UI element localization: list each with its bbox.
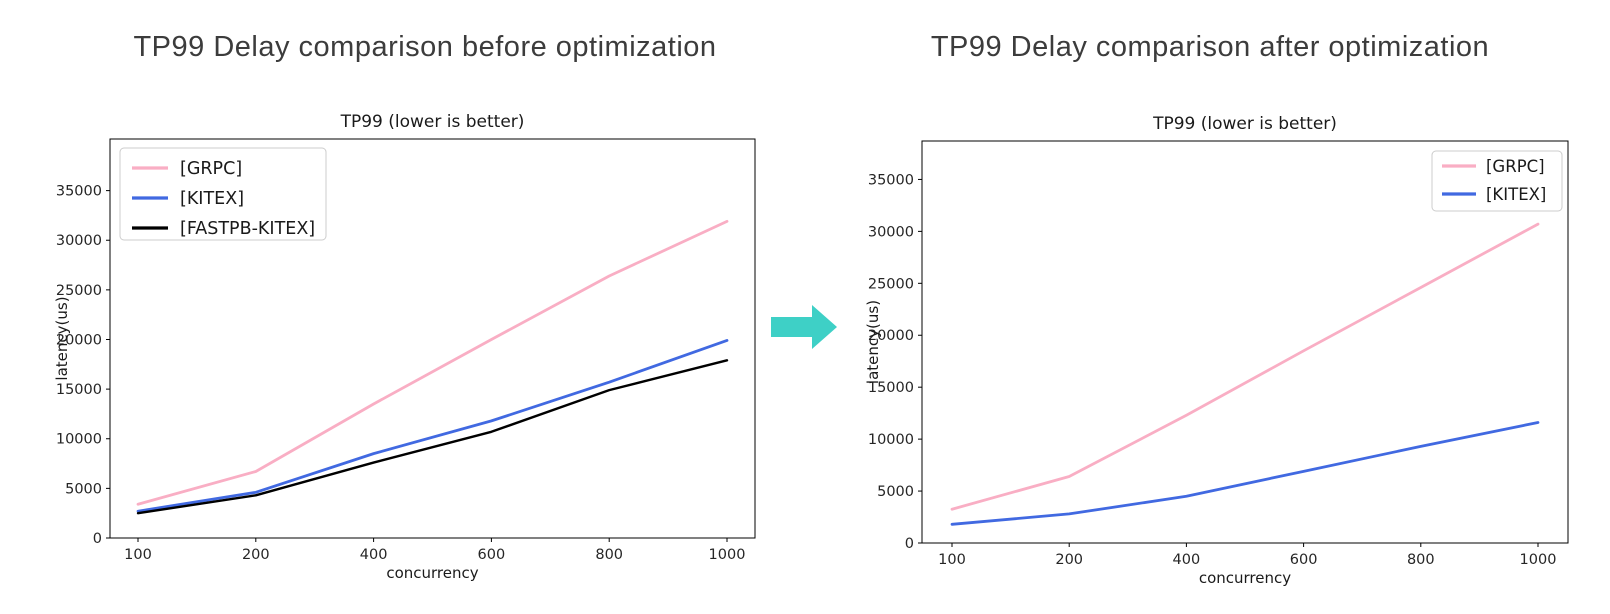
series-line-kitex [136,339,729,513]
series-line-grpc [950,222,1540,511]
y-axis-label: latency(us) [864,300,882,384]
x-tick-label: 200 [242,547,270,563]
x-axis-label: concurrency [386,564,478,582]
y-tick-label: 0 [905,536,914,552]
y-tick-label: 25000 [56,283,102,299]
after-heading: TP99 Delay comparison after optimization [930,31,1490,63]
x-tick-label: 1000 [709,547,746,563]
y-tick-label: 30000 [56,233,102,249]
plot-box [921,140,1569,544]
y-tick-label: 15000 [868,380,914,396]
y-tick-label: 25000 [868,276,914,292]
x-tick-label: 800 [595,547,623,563]
y-tick-label: 10000 [56,432,102,448]
x-tick-label: 100 [124,547,152,563]
x-tick-label: 800 [1407,552,1435,568]
chart-after: 0 5000 10000 15000 20000 25000 30000 35000 100 20… [864,114,1569,587]
legend-label: [KITEX] [1486,185,1546,204]
y-tick-label: 5000 [877,484,914,500]
x-tick-label: 400 [360,547,388,563]
y-tick-label: 15000 [56,382,102,398]
legend: [GRPC] [KITEX] [FASTPB-KITEX] [119,147,327,241]
legend: [GRPC] [KITEX] [1431,150,1563,212]
x-axis-label: concurrency [1199,569,1291,587]
arrow-right-icon [771,305,837,349]
x-tick-label: 1000 [1520,552,1557,568]
legend-label: [GRPC] [1486,157,1545,176]
legend-label: [FASTPB-KITEX] [180,219,315,239]
legend-box [119,147,327,241]
x-tick-label: 600 [478,547,506,563]
y-tick-label: 5000 [65,481,102,497]
y-tick-label: 30000 [868,224,914,240]
chart-before: 0 5000 10000 15000 20000 25000 30000 35000 100 20… [53,112,756,582]
series-line-fastpb-kitex [136,359,729,515]
x-tick-label: 100 [938,552,966,568]
x-tick-label: 200 [1055,552,1083,568]
y-tick-label: 35000 [56,184,102,200]
before-heading: TP99 Delay comparison before optimizatio… [133,31,717,63]
plot-title: TP99 (lower is better) [1152,114,1337,134]
y-axis-label: latency(us) [53,296,71,380]
legend-label: [GRPC] [180,159,242,179]
x-tick-label: 400 [1173,552,1201,568]
y-tick-label: 20000 [868,328,914,344]
y-tick-label: 20000 [56,332,102,348]
x-tick-label: 600 [1290,552,1318,568]
series-line-grpc [136,219,729,506]
y-tick-label: 35000 [868,172,914,188]
plot-box [109,138,756,539]
plot-title: TP99 (lower is better) [340,112,525,132]
legend-label: [KITEX] [180,189,244,209]
series-line-kitex [950,421,1540,526]
y-tick-label: 10000 [868,432,914,448]
y-tick-label: 0 [93,531,102,547]
